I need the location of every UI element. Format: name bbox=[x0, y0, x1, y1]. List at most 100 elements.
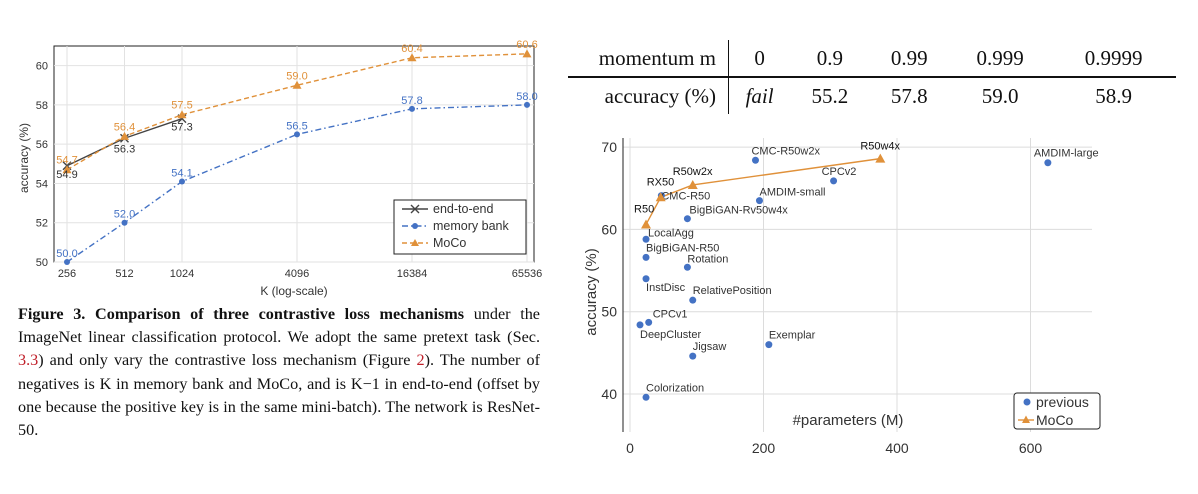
chart1-ticks: 50 52 54 56 58 60 256 512 1024 4096 16384 65536 bbox=[36, 61, 543, 280]
chart1-data-label: 54.7 bbox=[56, 155, 77, 167]
chart1-data-label: 57.3 bbox=[171, 122, 192, 134]
momentum-value-cell: 0.99 bbox=[869, 40, 950, 78]
chart2-previous-point bbox=[830, 177, 838, 185]
chart2-x-tick-label: 0 bbox=[626, 440, 634, 456]
chart1-y-tick-label: 50 bbox=[36, 257, 48, 269]
caption-bold-title: Comparison of three contrastive loss mec… bbox=[95, 305, 465, 323]
accuracy-value-cell: 55.2 bbox=[811, 83, 849, 108]
chart1-data-point bbox=[294, 131, 300, 138]
chart2-previous-point bbox=[657, 192, 665, 200]
chart2-point-label: CPCv1 bbox=[653, 308, 688, 320]
chart1-data-point bbox=[407, 53, 417, 62]
chart1-x-tick-label: 256 bbox=[58, 268, 76, 280]
chart1-grid bbox=[54, 46, 534, 263]
chart2-point-label: BigBiGAN-Rv50w4x bbox=[689, 205, 788, 217]
chart2-moco-point bbox=[641, 219, 652, 229]
legend-end-to-end-label: end-to-end bbox=[433, 202, 494, 216]
accuracy-value-cell: 58.9 bbox=[1095, 83, 1132, 108]
chart2-previous-point bbox=[755, 197, 763, 205]
chart2-moco-label: R50w2x bbox=[673, 166, 713, 178]
chart2-moco-line bbox=[645, 157, 881, 225]
caption-figure-ref[interactable]: 2 bbox=[416, 351, 425, 370]
momentum-header-label: momentum m bbox=[568, 40, 729, 78]
chart1-y-tick-label: 54 bbox=[36, 178, 48, 190]
legend-moco-marker bbox=[411, 239, 419, 246]
chart2-x-tick-label: 600 bbox=[1019, 440, 1043, 456]
accuracy-row-label: accuracy (%) bbox=[568, 77, 729, 114]
chart1-data-point bbox=[64, 259, 70, 265]
chart2-point-label: RelativePosition bbox=[693, 285, 772, 297]
chart1-data-label: 52.0 bbox=[114, 209, 135, 221]
chart2-point-label: LocalAgg bbox=[648, 227, 694, 239]
chart2-point-label: DeepCluster bbox=[640, 329, 701, 341]
chart1-y-axis-title: accuracy (%) bbox=[17, 123, 31, 193]
chart2-point-label: Rotation bbox=[687, 253, 728, 265]
chart2-point-label: InstDisc bbox=[646, 282, 686, 294]
chart2-previous-point bbox=[642, 235, 650, 243]
chart2-point-label: CMC-R50 bbox=[661, 191, 710, 203]
chart2-point-label: Colorization bbox=[646, 382, 704, 394]
chart1-legend: end-to-end memory bank MoCo bbox=[393, 199, 527, 255]
chart2-points: CMC-R50w2x AMDIM-large CPCv2 CMC-R50 AMDIM-s… bbox=[634, 141, 1099, 401]
chart2-legend: previous MoCo bbox=[1013, 392, 1101, 430]
chart2-grid bbox=[623, 138, 1092, 432]
chart2-moco-label: R50 bbox=[634, 203, 654, 215]
caption-text-1: under the ImageNet linear classification… bbox=[18, 305, 540, 347]
chart1-y-tick-label: 60 bbox=[36, 61, 48, 73]
chart2-legend-box bbox=[1013, 392, 1101, 430]
chart1-data-label: 56.4 bbox=[114, 121, 135, 133]
caption-text-3: ). The number of negatives is K in memor… bbox=[18, 351, 540, 440]
chart2-moco-point bbox=[875, 153, 886, 163]
chart1-data-label: 56.3 bbox=[114, 143, 135, 155]
momentum-value-cell: 0 bbox=[728, 40, 791, 78]
chart1-y-tick-label: 52 bbox=[36, 218, 48, 230]
chart1-data-label: 58.0 bbox=[516, 91, 537, 103]
chart1-data-point bbox=[292, 80, 302, 89]
chart2-previous-point bbox=[645, 318, 653, 326]
chart2-moco-label: RX50 bbox=[647, 176, 675, 188]
momentum-header-row: momentum m 0 0.9 0.99 0.999 0.9999 bbox=[568, 40, 1176, 78]
chart1-data-point bbox=[177, 110, 187, 119]
caption-figure-label: Figure 3. bbox=[18, 305, 86, 323]
chart2-previous-point bbox=[642, 393, 650, 401]
chart2-point-label: CMC-R50w2x bbox=[751, 145, 820, 157]
chart2-point-label: BigBiGAN-R50 bbox=[646, 242, 719, 254]
chart2-previous-point bbox=[689, 296, 697, 304]
legend-moco-marker-2 bbox=[1022, 415, 1030, 423]
chart2-moco-line-path bbox=[645, 157, 881, 225]
legend-previous-marker bbox=[1023, 398, 1031, 406]
chart2-ticks: 40 50 60 70 0 200 400 600 bbox=[601, 139, 1042, 456]
k-accuracy-chart: 50 52 54 56 58 60 256 512 1024 4096 16384 65536 54.… bbox=[17, 39, 543, 298]
chart1-data-label: 60.6 bbox=[516, 39, 537, 51]
chart2-previous-point bbox=[765, 341, 773, 349]
legend-memory-bank-marker bbox=[412, 223, 418, 229]
chart2-x-axis-title: #parameters (M) bbox=[793, 412, 904, 429]
chart1-data-point bbox=[121, 219, 128, 226]
chart1-data-point bbox=[120, 131, 129, 140]
chart2-previous-point bbox=[642, 275, 650, 283]
chart1-series-line bbox=[66, 104, 528, 263]
chart1-x-tick-label: 512 bbox=[115, 268, 133, 280]
chart1-y-tick-label: 56 bbox=[36, 139, 48, 151]
chart2-previous-point bbox=[1044, 159, 1052, 167]
chart1-data-point bbox=[524, 101, 530, 108]
chart1-data-label: 57.8 bbox=[401, 95, 422, 107]
chart2-previous-point bbox=[642, 253, 650, 261]
chart2-point-label: CPCv2 bbox=[822, 166, 857, 178]
chart1-x-tick-label: 16384 bbox=[397, 268, 428, 280]
legend-previous-label: previous bbox=[1036, 394, 1089, 410]
chart2-moco-label: R50w4x bbox=[860, 141, 900, 153]
chart2-y-axis-title: accuracy (%) bbox=[583, 248, 600, 336]
chart2-y-tick-label: 70 bbox=[601, 139, 617, 155]
chart2-point-label: AMDIM-large bbox=[1034, 148, 1099, 160]
chart2-previous-point bbox=[683, 215, 691, 223]
momentum-value-cell: 0.9 bbox=[790, 40, 870, 78]
chart1-data-label: 56.5 bbox=[286, 120, 307, 132]
chart1-data-point bbox=[62, 165, 72, 174]
chart1-data-label: 60.4 bbox=[401, 43, 422, 55]
chart1-y-tick-label: 58 bbox=[36, 100, 48, 112]
chart2-previous-point bbox=[683, 263, 691, 271]
caption-section-ref[interactable]: 3.3 bbox=[18, 351, 39, 370]
legend-memory-bank-label: memory bank bbox=[433, 219, 509, 233]
chart2-point-label: AMDIM-small bbox=[759, 187, 825, 199]
